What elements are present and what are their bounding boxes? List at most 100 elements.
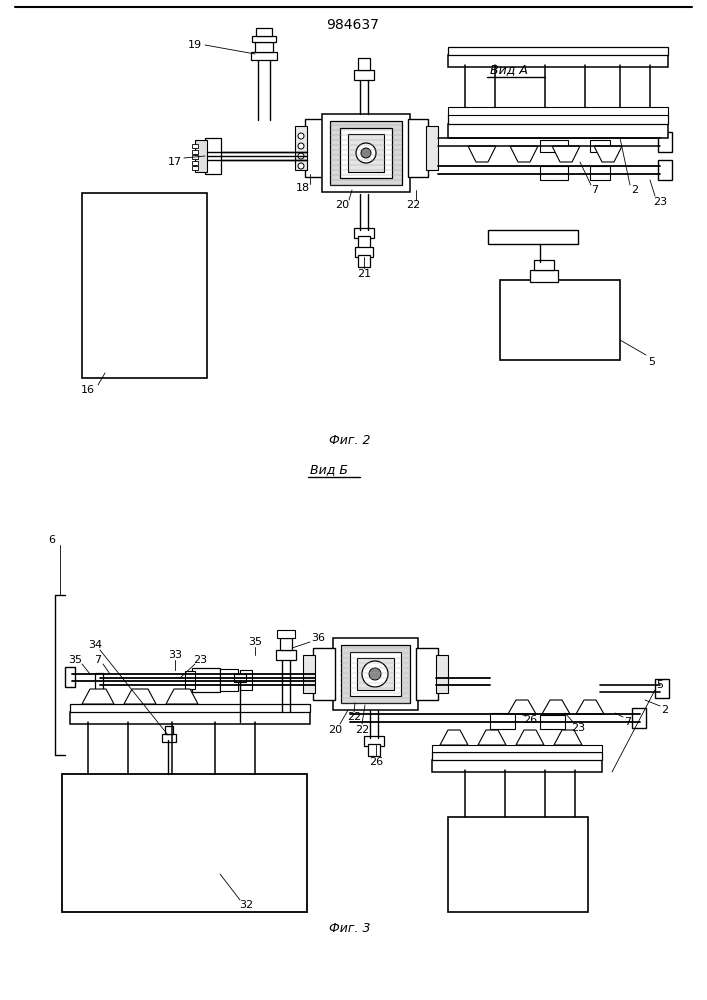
Text: 35: 35 [248, 637, 262, 647]
Bar [192, 668, 220, 692]
Bar [192, 149, 198, 153]
Polygon shape [510, 146, 538, 162]
Text: 36: 36 [311, 633, 325, 643]
Bar [305, 119, 325, 177]
Text: 16: 16 [81, 385, 95, 395]
Bar [448, 55, 668, 67]
Text: 22: 22 [347, 712, 361, 722]
Circle shape [298, 153, 304, 159]
Text: 20: 20 [328, 725, 342, 735]
Bar [432, 760, 602, 772]
Bar [432, 745, 602, 752]
Polygon shape [576, 700, 604, 714]
Bar [192, 155, 198, 159]
Text: 7: 7 [592, 185, 599, 195]
Bar [82, 193, 207, 378]
Bar [192, 144, 198, 148]
Text: 32: 32 [239, 900, 253, 910]
Bar [95, 673, 103, 691]
Circle shape [298, 133, 304, 139]
Bar [448, 47, 668, 55]
Text: 23: 23 [193, 655, 207, 665]
Polygon shape [82, 689, 114, 704]
Circle shape [362, 661, 388, 687]
Text: 17: 17 [168, 157, 182, 167]
Bar [358, 255, 370, 267]
Text: 984637: 984637 [327, 18, 380, 32]
Bar [488, 230, 578, 244]
Bar [354, 228, 374, 238]
Bar [540, 166, 568, 180]
Text: 22: 22 [355, 725, 369, 735]
Bar [357, 658, 394, 690]
Polygon shape [542, 700, 570, 714]
Text: Фиг. 2: Фиг. 2 [329, 434, 370, 446]
Bar [65, 667, 75, 687]
Bar [313, 648, 335, 700]
Bar [354, 70, 374, 80]
Bar [655, 679, 669, 698]
Bar [234, 674, 246, 682]
Text: 23: 23 [571, 723, 585, 733]
Bar [341, 645, 410, 703]
Bar [436, 655, 448, 693]
Circle shape [298, 143, 304, 149]
Polygon shape [594, 146, 622, 162]
Bar [280, 638, 292, 650]
Text: 21: 21 [357, 269, 371, 279]
Polygon shape [554, 730, 582, 745]
Text: 34: 34 [88, 640, 102, 650]
Polygon shape [166, 689, 198, 704]
Text: 2: 2 [631, 185, 638, 195]
Bar [205, 138, 221, 174]
Bar [277, 630, 295, 638]
Bar [330, 121, 402, 185]
Text: 26: 26 [523, 715, 537, 725]
Bar [192, 166, 198, 170]
Text: 19: 19 [188, 40, 202, 50]
Polygon shape [468, 146, 496, 162]
Bar [251, 52, 277, 60]
Bar [350, 652, 401, 696]
Bar [195, 140, 207, 172]
Bar [295, 126, 307, 170]
Bar [70, 712, 310, 724]
Bar [590, 166, 610, 180]
Bar [500, 280, 620, 360]
Text: 7: 7 [95, 655, 102, 665]
Bar [364, 736, 384, 746]
Bar [348, 134, 384, 172]
Bar [185, 671, 195, 689]
Bar [408, 119, 428, 177]
Bar [368, 744, 380, 756]
Polygon shape [478, 730, 506, 745]
Text: 6: 6 [49, 535, 56, 545]
Bar [432, 752, 602, 760]
Bar [220, 669, 238, 691]
Bar [322, 114, 410, 192]
Bar [162, 734, 176, 742]
Bar [355, 247, 373, 257]
Circle shape [356, 143, 376, 163]
Polygon shape [124, 689, 156, 704]
Text: 2: 2 [662, 705, 669, 715]
Bar [192, 160, 198, 164]
Bar [256, 28, 272, 36]
Circle shape [369, 668, 381, 680]
Bar [255, 42, 273, 52]
Text: 18: 18 [296, 183, 310, 193]
Bar [252, 36, 276, 42]
Bar [490, 713, 515, 729]
Bar [658, 160, 672, 180]
Text: Вид Б: Вид Б [310, 464, 348, 477]
Bar [448, 114, 668, 124]
Bar [70, 704, 310, 712]
Polygon shape [552, 146, 580, 162]
Text: Фиг. 3: Фиг. 3 [329, 922, 370, 934]
Polygon shape [516, 730, 544, 745]
Circle shape [298, 163, 304, 169]
Text: 26: 26 [369, 757, 383, 767]
Bar [276, 650, 296, 660]
Bar [632, 708, 646, 728]
Polygon shape [440, 730, 468, 745]
